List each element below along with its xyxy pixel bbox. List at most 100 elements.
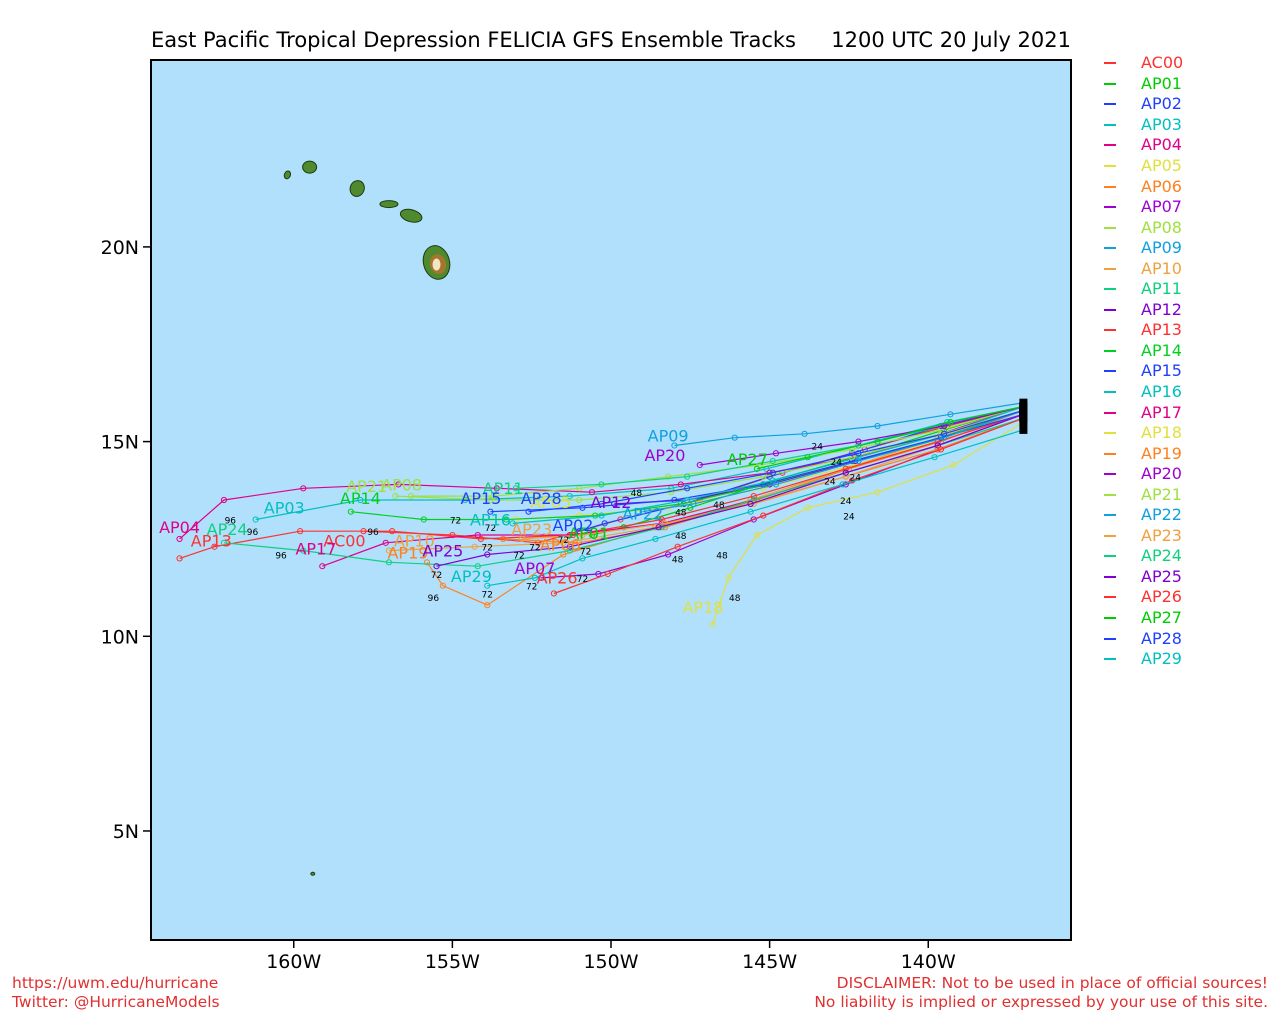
legend-label: AP16 <box>1141 382 1182 402</box>
legend-item-ap22: AP22 <box>1104 505 1183 526</box>
legend-label: AP12 <box>1141 299 1182 319</box>
ensemble-legend: AC00 AP01 AP02 AP03 AP04 AP05 AP06 AP07 AP08 AP09… <box>1104 53 1183 669</box>
member-label-ap13: AP13 <box>191 532 232 551</box>
track-layer <box>176 402 1024 628</box>
legend-label: AP04 <box>1141 135 1182 155</box>
legend-swatch <box>1104 144 1116 147</box>
track-line <box>411 405 1024 497</box>
track-point <box>766 473 773 480</box>
track-line <box>436 413 1024 567</box>
track-point <box>484 551 491 558</box>
track-point <box>503 516 510 523</box>
website-link[interactable]: https://uwm.edu/hurricane <box>12 974 219 992</box>
legend-label: AP11 <box>1141 279 1182 299</box>
track-point <box>601 520 608 527</box>
track-point <box>484 602 491 609</box>
member-label-ap10: AP10 <box>394 532 435 551</box>
twitter-handle[interactable]: Twitter: @HurricaneModels <box>12 993 220 1011</box>
legend-label: AP10 <box>1141 258 1182 278</box>
track-point <box>772 450 780 457</box>
member-label-ap12: AP12 <box>591 493 632 512</box>
maui-island <box>399 208 423 223</box>
legend-label: AP23 <box>1141 525 1182 545</box>
legend-label: AP05 <box>1141 156 1182 175</box>
legend-swatch <box>1104 165 1116 167</box>
track-ap09 <box>671 402 1024 449</box>
track-point <box>176 555 183 562</box>
legend-swatch <box>1104 206 1116 209</box>
forecast-hour-label: 72 <box>482 590 493 600</box>
member-label-ap04: AP04 <box>159 518 200 537</box>
track-line <box>711 421 1024 625</box>
y-tick-label: 15N <box>101 432 139 454</box>
track-point <box>474 563 481 570</box>
track-ap28 <box>525 409 1024 515</box>
track-point <box>211 543 218 550</box>
track-point <box>769 457 776 465</box>
legend-swatch <box>1104 555 1116 558</box>
track-point <box>941 434 948 441</box>
forecast-hour-label: 72 <box>558 536 569 546</box>
legend-swatch <box>1104 247 1116 250</box>
legend-label: AP01 <box>1141 73 1182 93</box>
track-point <box>684 485 691 492</box>
member-label-ap29: AP29 <box>451 567 492 586</box>
forecast-hour-label: 48 <box>631 489 643 499</box>
track-point <box>420 516 427 523</box>
legend-label: AP24 <box>1141 546 1182 566</box>
track-point <box>620 524 627 531</box>
track-point <box>576 496 583 504</box>
track-point <box>500 535 507 543</box>
legend-swatch <box>1104 391 1116 394</box>
initial-position-marker <box>1019 406 1028 415</box>
legend-item-ap24: AP24 <box>1104 546 1183 567</box>
member-label-ap09: AP09 <box>648 427 689 446</box>
track-point <box>753 531 761 539</box>
track-point <box>519 535 526 543</box>
legend-item-ap09: AP09 <box>1104 238 1183 259</box>
ocean-background <box>151 60 1071 940</box>
legend-item-ap18: AP18 <box>1104 423 1183 444</box>
track-ap25 <box>433 413 1024 570</box>
legend-swatch <box>1104 103 1116 106</box>
forecast-timestamp: 1200 UTC 20 July 2021 <box>831 28 1071 52</box>
track-point <box>385 559 393 566</box>
forecast-hour-label: 24 <box>811 442 823 452</box>
legend-item-ap07: AP07 <box>1104 197 1183 218</box>
forecast-hour-label: 24 <box>843 512 855 522</box>
legend-swatch <box>1104 226 1116 229</box>
legend-swatch <box>1104 575 1116 578</box>
track-point <box>566 531 573 539</box>
track-point <box>300 547 307 554</box>
legend-label: AP09 <box>1141 238 1182 258</box>
track-point <box>655 524 662 531</box>
y-tick-label: 5N <box>113 821 139 843</box>
track-point <box>874 422 881 430</box>
track-line <box>503 409 1024 544</box>
legend-swatch <box>1104 288 1116 291</box>
track-ap29 <box>484 429 1024 589</box>
legend-swatch <box>1104 637 1116 640</box>
member-label-ap11: AP11 <box>483 479 524 498</box>
track-point <box>576 512 583 519</box>
forecast-hour-label: 48 <box>672 555 684 565</box>
member-label-ap21: AP21 <box>346 477 387 496</box>
track-point <box>423 559 431 566</box>
track-point <box>874 489 881 496</box>
legend-item-ap26: AP26 <box>1104 587 1183 608</box>
track-point <box>941 430 948 437</box>
legend-swatch <box>1104 185 1116 188</box>
land-layer <box>283 160 451 876</box>
track-point <box>947 411 954 418</box>
track-point <box>588 489 596 496</box>
track-point <box>385 547 393 554</box>
legend-label: AP20 <box>1141 464 1182 484</box>
forecast-hour-label: 72 <box>529 544 540 554</box>
member-label-ap25: AP25 <box>422 541 463 560</box>
track-point <box>598 500 605 507</box>
track-point <box>687 504 694 511</box>
track-point <box>753 465 761 472</box>
member-label-ap07: AP07 <box>514 559 555 578</box>
forecast-hour-label: 96 <box>428 594 440 604</box>
track-line <box>487 429 1024 587</box>
